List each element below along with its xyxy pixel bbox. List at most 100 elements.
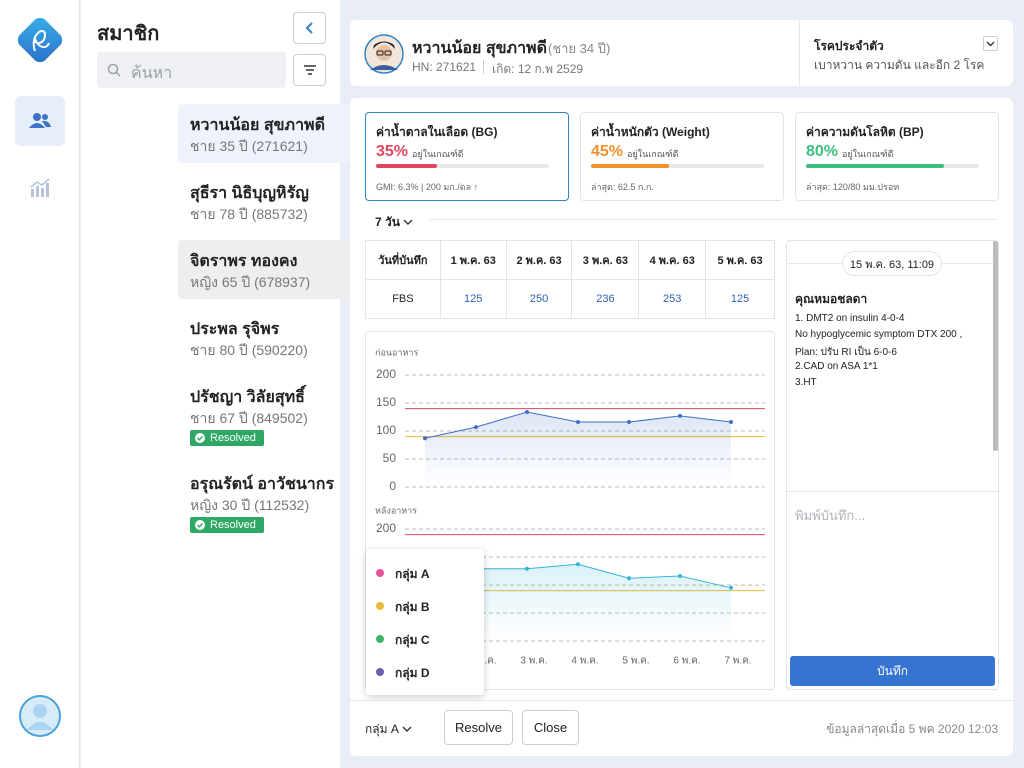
point: [678, 413, 682, 418]
member-info: หญิง 30 ปี (112532): [190, 497, 310, 513]
group-select-label: กลุ่ม A: [365, 722, 399, 736]
progress-bar: [376, 164, 437, 168]
notes-panel: 15 พ.ค. 63, 11:09 คุณหมอชลดา 1. DMT2 on …: [786, 240, 999, 690]
table-header-cell: 2 พ.ค. 63: [505, 240, 573, 280]
table-cell: FBS: [365, 279, 441, 319]
group-legend: กลุ่ม A กลุ่ม B กลุ่ม C กลุ่ม D: [366, 549, 484, 695]
member-info: หญิง 65 ปี (678937): [190, 274, 311, 290]
record-table: วันที่บันทึก 1 พ.ค. 63 2 พ.ค. 63 3 พ.ค. 63 4…: [365, 240, 775, 319]
patient-sex-age: (ชาย 34 ปี): [548, 41, 611, 56]
x-tick-label: 5 พ.ค.: [622, 656, 649, 667]
y-tick-label: 50: [383, 451, 397, 465]
member-info: ชาย 67 ปี (849502): [190, 410, 308, 426]
resolved-badge: Resolved: [190, 517, 264, 533]
disease-title: โรคประจำตัว: [814, 39, 884, 53]
member-name: ปรัชญา วิลัยสุทธิ์: [190, 389, 305, 406]
member-name: อรุณรัตน์ อาวัชนากร: [190, 476, 335, 493]
progress-bar: [806, 164, 945, 168]
search-placeholder: ค้นหา: [131, 65, 173, 82]
table-cell: 236: [571, 279, 640, 319]
metric-status: อยู่ในเกณฑ์ดี: [412, 149, 464, 159]
disease-list: เบาหวาน ความดัน และอีก 2 โรค: [814, 58, 985, 72]
legend-dot: [376, 668, 384, 676]
legend-dot: [376, 569, 384, 577]
range-label: 7 วัน: [375, 215, 400, 229]
x-tick-label: 4 พ.ค.: [571, 656, 598, 667]
table-row: วันที่บันทึก 1 พ.ค. 63 2 พ.ค. 63 3 พ.ค. 63 4…: [365, 240, 775, 280]
search-box[interactable]: ค้นหา: [97, 52, 286, 88]
x-tick-label: 7 พ.ค.: [724, 656, 751, 667]
metric-card[interactable]: ค่าน้ำตาลในเลือด (BG) 35% อยู่ในเกณฑ์ดี GMI…: [365, 112, 569, 201]
legend-label[interactable]: กลุ่ม C: [395, 633, 430, 647]
member-name: หวานน้อย สุขภาพดี: [190, 117, 325, 134]
check-icon: [195, 433, 205, 443]
legend-label[interactable]: กลุ่ม D: [395, 666, 430, 680]
x-tick-label: 3 พ.ค.: [520, 656, 547, 667]
point: [474, 425, 478, 430]
table-cell: 253: [638, 279, 707, 319]
group-select[interactable]: กลุ่ม A: [365, 720, 412, 739]
point: [678, 574, 682, 579]
metric-title: ค่าความดันโลหิต (BP): [806, 125, 924, 139]
legend-label[interactable]: กลุ่ม B: [395, 600, 430, 614]
legend-dot: [376, 602, 384, 610]
table-cell: 125: [439, 279, 507, 319]
divider: [430, 219, 996, 220]
member-name: สุธีรา นิธิบุญหิรัญ: [190, 185, 309, 202]
members-nav[interactable]: [15, 96, 65, 146]
member-info: ชาย 80 ปี (590220): [190, 342, 308, 358]
legend-dot: [376, 635, 384, 643]
metric-value: 45%: [591, 143, 624, 160]
user-avatar[interactable]: [18, 694, 62, 738]
area: [425, 411, 731, 487]
progress-track: [591, 164, 764, 168]
panel-title: สมาชิก: [97, 23, 160, 45]
metric-value: 35%: [376, 143, 409, 160]
close-button[interactable]: Close: [522, 710, 579, 745]
member-name: จิตราพร ทองคง: [190, 253, 298, 270]
patient-birth: เกิด: 12 ก.พ 2529: [492, 62, 584, 76]
table-row: FBS 125 250 236 253 125: [365, 279, 775, 319]
patient-name: หวานน้อย สุขภาพดี: [412, 40, 547, 57]
resolve-button[interactable]: Resolve: [444, 710, 513, 745]
note-author: คุณหมอชลดา: [795, 292, 868, 306]
scrollbar[interactable]: [993, 241, 998, 451]
point: [525, 566, 529, 571]
table-header-cell: 1 พ.ค. 63: [439, 240, 507, 280]
legend-label[interactable]: กลุ่ม A: [395, 567, 430, 581]
note-input[interactable]: พิมพ์บันทึก...: [795, 508, 866, 523]
note-line: 1. DMT2 on insulin 4-0-4: [795, 313, 905, 324]
point: [576, 562, 580, 567]
point: [525, 409, 529, 414]
metric-status: อยู่ในเกณฑ์ดี: [842, 149, 894, 159]
metric-card[interactable]: ค่าน้ำหนักตัว (Weight) 45% อยู่ในเกณฑ์ดี ล่…: [580, 112, 784, 201]
area: [425, 564, 731, 641]
save-button[interactable]: บันทึก: [790, 656, 995, 686]
member-name: ประพล รุจิพร: [190, 321, 280, 338]
point: [729, 420, 733, 425]
metric-value: 80%: [806, 143, 839, 160]
chart-label: ก่อนอาหาร: [375, 347, 418, 357]
progress-bar: [591, 164, 669, 168]
metric-card[interactable]: ค่าความดันโลหิต (BP) 80% อยู่ในเกณฑ์ดีล่าส…: [795, 112, 999, 201]
x-tick-label: 6 พ.ค.: [673, 656, 700, 667]
metric-title: ค่าน้ำตาลในเลือด (BG): [376, 125, 498, 139]
logo: [17, 17, 63, 63]
metric-title: ค่าน้ำหนักตัว (Weight): [591, 125, 710, 139]
stats-nav[interactable]: [30, 178, 50, 198]
disease-dropdown[interactable]: [983, 36, 998, 51]
collapse-button[interactable]: [293, 12, 326, 44]
table-cell: 250: [505, 279, 573, 319]
member-info: ชาย 78 ปี (885732): [190, 206, 308, 222]
filter-button[interactable]: [293, 54, 326, 86]
nav-rail: [0, 0, 80, 768]
table-header-cell: วันที่บันทึก: [365, 240, 441, 280]
range-select[interactable]: 7 วัน: [375, 213, 413, 232]
check-icon: [195, 520, 205, 530]
metric-note: ล่าสุด: 120/80 มม.ปรอท: [806, 182, 900, 192]
y-tick-label: 0: [389, 479, 396, 493]
table-header-cell: 3 พ.ค. 63: [571, 240, 640, 280]
note-line: Plan: ปรับ RI เป็น 6-0-6: [795, 347, 897, 358]
